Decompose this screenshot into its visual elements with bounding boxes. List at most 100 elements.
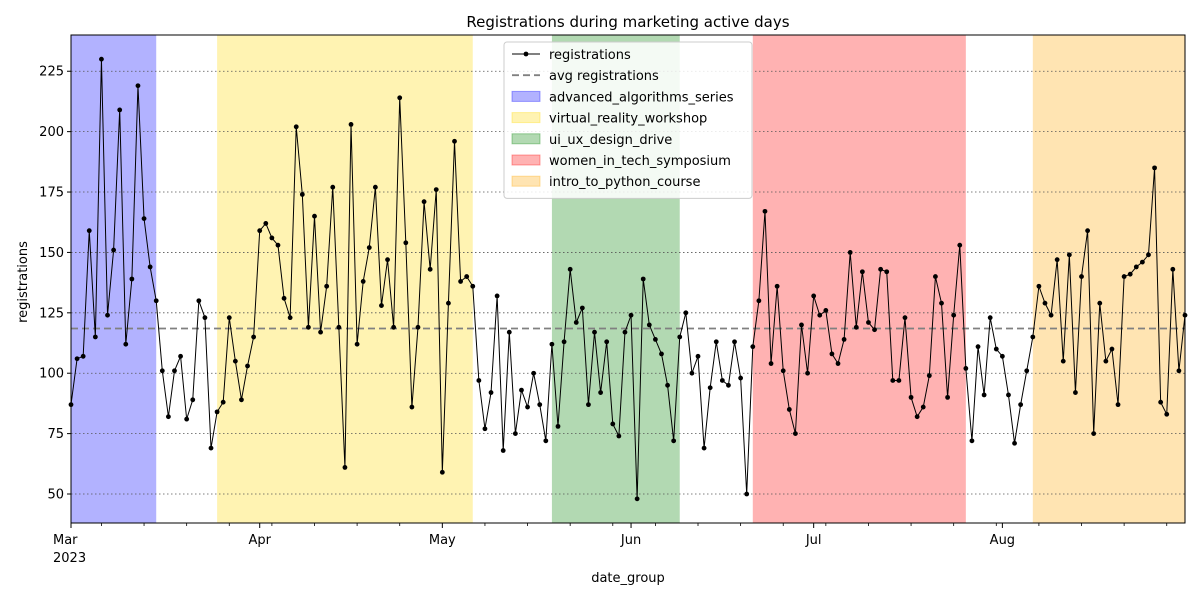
- legend-label: advanced_algorithms_series: [549, 90, 734, 105]
- data-point: [129, 276, 135, 282]
- data-point: [385, 257, 390, 263]
- data-point: [549, 341, 555, 347]
- data-point: [811, 293, 817, 299]
- data-point: [817, 312, 823, 318]
- data-point: [336, 324, 342, 330]
- data-point: [226, 315, 232, 321]
- y-tick-label: 225: [39, 65, 64, 80]
- data-point: [318, 329, 323, 335]
- legend: registrations avg registrations advanced_a…: [503, 41, 753, 199]
- data-point: [859, 269, 865, 275]
- chart-title: Registrations during marketing active da…: [466, 13, 789, 31]
- data-point: [933, 274, 938, 279]
- y-tick-label: 100: [39, 367, 64, 382]
- data-point: [1018, 402, 1024, 408]
- data-point: [963, 365, 969, 371]
- data-point: [202, 315, 208, 321]
- data-point: [1073, 390, 1078, 395]
- data-point: [701, 445, 707, 451]
- legend-label: registrations: [549, 48, 631, 63]
- data-point: [945, 394, 950, 400]
- data-point: [841, 336, 847, 342]
- x-tick-sublabel: 2023: [53, 551, 86, 566]
- data-point: [646, 322, 652, 328]
- data-point: [452, 138, 457, 144]
- data-point: [257, 228, 263, 234]
- data-point: [573, 320, 579, 325]
- data-point: [914, 414, 920, 420]
- data-point: [926, 373, 932, 379]
- y-tick-label: 200: [39, 125, 64, 140]
- data-point: [391, 324, 397, 330]
- y-tick-label: 150: [39, 246, 64, 261]
- data-point: [677, 334, 683, 340]
- data-point: [805, 370, 810, 376]
- data-point: [598, 390, 604, 395]
- data-point: [999, 353, 1005, 359]
- data-point: [774, 283, 780, 289]
- legend-label: women_in_tech_symposium: [549, 154, 731, 169]
- data-point: [756, 298, 762, 304]
- data-point: [421, 199, 427, 205]
- data-point: [263, 221, 269, 226]
- data-point: [500, 448, 506, 453]
- data-point: [1103, 358, 1109, 364]
- data-point: [853, 324, 859, 330]
- data-point: [1012, 440, 1017, 446]
- data-point: [1042, 300, 1048, 306]
- series-line: [70, 59, 1186, 499]
- data-point: [531, 370, 537, 376]
- data-point: [306, 324, 311, 330]
- data-point: [232, 358, 238, 364]
- x-axis: Mar 2023 Apr May Jun Jul Aug: [53, 523, 1168, 566]
- data-point: [153, 298, 159, 304]
- data-point: [957, 242, 963, 248]
- data-point: [567, 266, 573, 272]
- data-point: [1079, 274, 1084, 279]
- data-point: [786, 407, 792, 412]
- data-point: [324, 283, 330, 289]
- legend-patch: [511, 112, 541, 124]
- data-point: [1158, 399, 1164, 405]
- data-point: [464, 274, 470, 279]
- data-point: [135, 83, 141, 89]
- data-point: [616, 433, 622, 439]
- data-point: [239, 397, 244, 403]
- campaign-band: [1032, 35, 1185, 523]
- y-axis: 50 75 100 125 150 175 200 225: [39, 65, 71, 503]
- data-point: [604, 339, 610, 345]
- data-point: [165, 414, 171, 420]
- data-point: [1006, 392, 1011, 398]
- data-point: [726, 382, 731, 388]
- data-point: [312, 213, 317, 219]
- data-point: [671, 438, 677, 444]
- data-point: [689, 370, 695, 376]
- data-point: [1127, 271, 1133, 277]
- data-point: [908, 394, 914, 400]
- data-point: [872, 327, 877, 333]
- data-point: [403, 240, 409, 246]
- data-point: [293, 124, 299, 130]
- data-point: [579, 305, 585, 311]
- data-point: [665, 382, 670, 388]
- data-point: [366, 245, 372, 250]
- data-point: [354, 341, 360, 347]
- data-point: [397, 95, 403, 101]
- data-point: [220, 399, 226, 405]
- legend-label: ui_ux_design_drive: [549, 133, 672, 148]
- y-tick-label: 175: [39, 186, 64, 201]
- data-point: [975, 344, 981, 350]
- data-point: [342, 465, 348, 470]
- data-point: [488, 390, 494, 395]
- data-point: [1146, 252, 1151, 258]
- campaign-band: [71, 35, 157, 523]
- data-point: [695, 353, 701, 359]
- data-point: [178, 353, 183, 359]
- x-axis-label: date_group: [591, 571, 665, 586]
- data-point: [512, 431, 518, 437]
- data-point: [1060, 358, 1066, 364]
- data-point: [750, 344, 756, 350]
- x-tick-label: Mar: [53, 533, 78, 548]
- legend-box: [503, 41, 753, 199]
- data-point: [592, 329, 597, 335]
